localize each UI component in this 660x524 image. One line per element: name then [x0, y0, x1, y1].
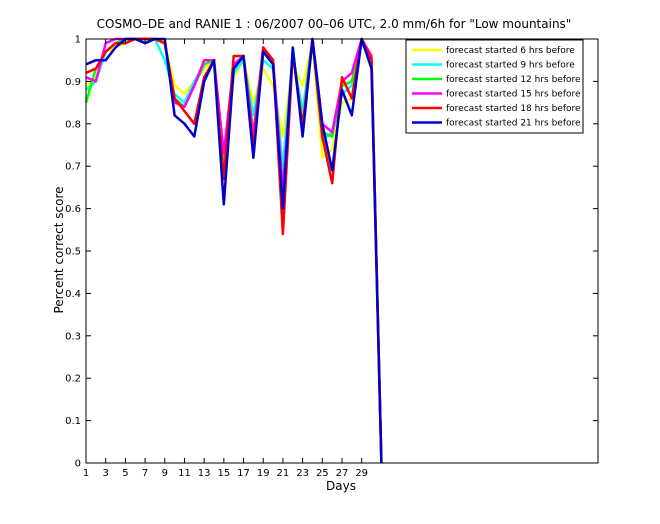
x-tick-label: 29	[355, 468, 368, 479]
x-tick-label: 21	[277, 468, 290, 479]
y-axis: 0 0.1 0.2 0.3 0.4 0.5 0.6 0.7 0.8 0.9 1	[65, 35, 598, 470]
x-tick-label: 1	[83, 468, 89, 479]
y-tick-label: 1	[75, 35, 81, 46]
legend-label-3: forecast started 12 hrs before	[446, 75, 581, 85]
x-axis: 1 3 5 7 9 11 13 15 17 19 21 23 25 27 29	[83, 39, 368, 479]
y-axis-label: Percent correct score	[52, 186, 66, 313]
x-tick-label: 23	[296, 468, 309, 479]
y-tick-label: 0.5	[65, 247, 81, 258]
y-tick-label: 0	[75, 459, 81, 470]
x-tick-label: 3	[103, 468, 109, 479]
y-tick-label: 0.6	[65, 204, 81, 215]
x-tick-label: 17	[237, 468, 250, 479]
y-tick-label: 0.9	[65, 77, 81, 88]
x-axis-label: Days	[326, 479, 356, 493]
legend-label-6: forecast started 21 hrs before	[446, 119, 581, 129]
y-tick-label: 0.2	[65, 374, 81, 385]
x-tick-label: 19	[257, 468, 270, 479]
x-tick-label: 15	[217, 468, 230, 479]
x-tick-label: 11	[178, 468, 191, 479]
legend-label-2: forecast started 9 hrs before	[446, 61, 575, 71]
legend: forecast started 6 hrs before forecast st…	[405, 39, 584, 134]
x-tick-label: 27	[336, 468, 349, 479]
x-tick-label: 13	[198, 468, 211, 479]
y-tick-label: 0.3	[65, 331, 81, 342]
y-tick-label: 0.7	[65, 162, 81, 173]
y-tick-label: 0.1	[65, 416, 81, 427]
legend-label-4: forecast started 15 hrs before	[446, 90, 581, 100]
y-tick-label: 0.4	[65, 289, 81, 300]
x-tick-label: 5	[122, 468, 128, 479]
chart-title: COSMO–DE and RANIE 1 : 06/2007 00–06 UTC…	[97, 17, 572, 31]
legend-label-5: forecast started 18 hrs before	[446, 104, 581, 114]
x-tick-label: 9	[162, 468, 168, 479]
x-tick-label: 25	[316, 468, 329, 479]
y-tick-label: 0.8	[65, 119, 81, 130]
legend-label-1: forecast started 6 hrs before	[446, 46, 575, 56]
legend-box	[405, 39, 584, 134]
x-tick-label: 7	[142, 468, 148, 479]
